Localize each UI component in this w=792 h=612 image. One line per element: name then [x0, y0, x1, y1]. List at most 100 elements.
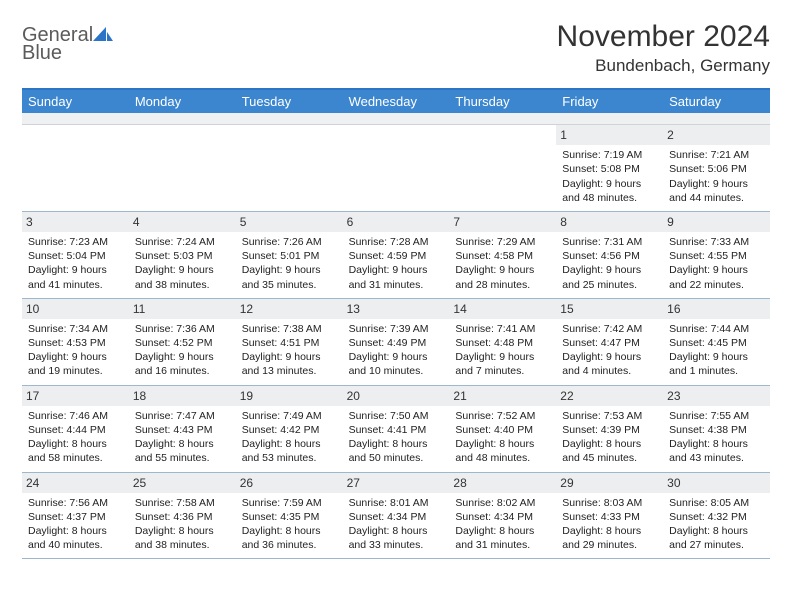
daylight-line-1: Daylight: 9 hours: [242, 350, 337, 364]
sunset-line: Sunset: 5:01 PM: [242, 249, 337, 263]
date-number: 17: [22, 386, 129, 406]
daylight-line-2: and 45 minutes.: [562, 451, 657, 465]
date-number: 16: [663, 299, 770, 319]
sunrise-line: Sunrise: 7:49 AM: [242, 409, 337, 423]
sunset-line: Sunset: 4:35 PM: [242, 510, 337, 524]
sunset-line: Sunset: 4:55 PM: [669, 249, 764, 263]
daylight-line-2: and 48 minutes.: [455, 451, 550, 465]
daylight-line-2: and 31 minutes.: [349, 278, 444, 292]
daylight-line-1: Daylight: 9 hours: [28, 263, 123, 277]
day-body: Sunrise: 7:39 AMSunset: 4:49 PMDaylight:…: [349, 322, 444, 379]
day-cell: 5Sunrise: 7:26 AMSunset: 5:01 PMDaylight…: [236, 212, 343, 298]
day-cell: 12 Sunrise: 7:38 AMSunset: 4:51 PMDayligh…: [236, 299, 343, 385]
day-body: Sunrise: 7:34 AMSunset: 4:53 PMDaylight:…: [28, 322, 123, 379]
sunset-line: Sunset: 5:08 PM: [562, 162, 657, 176]
daylight-line-2: and 1 minutes.: [669, 364, 764, 378]
daylight-line-2: and 35 minutes.: [242, 278, 337, 292]
day-cell: [236, 125, 343, 211]
day-body: Sunrise: 8:05 AMSunset: 4:32 PMDaylight:…: [669, 496, 764, 553]
sunrise-line: Sunrise: 7:29 AM: [455, 235, 550, 249]
date-number: 3: [22, 212, 129, 232]
day-body: Sunrise: 7:31 AMSunset: 4:56 PMDaylight:…: [562, 235, 657, 292]
daylight-line-2: and 55 minutes.: [135, 451, 230, 465]
sunrise-line: Sunrise: 7:52 AM: [455, 409, 550, 423]
calendar-page: General Blue November 2024 Bundenbach, G…: [0, 0, 792, 579]
sunset-line: Sunset: 4:41 PM: [349, 423, 444, 437]
daylight-line-1: Daylight: 9 hours: [562, 350, 657, 364]
day-cell: 10 Sunrise: 7:34 AMSunset: 4:53 PMDayligh…: [22, 299, 129, 385]
sunset-line: Sunset: 4:47 PM: [562, 336, 657, 350]
date-number: 10: [22, 299, 129, 319]
day-body: Sunrise: 7:42 AMSunset: 4:47 PMDaylight:…: [562, 322, 657, 379]
logo-sail-icon: [93, 26, 113, 40]
date-number: 22: [556, 386, 663, 406]
sunrise-line: Sunrise: 7:58 AM: [135, 496, 230, 510]
day-cell: 18Sunrise: 7:47 AMSunset: 4:43 PMDayligh…: [129, 386, 236, 472]
sunrise-line: Sunrise: 7:34 AM: [28, 322, 123, 336]
day-cell: 27 Sunrise: 8:01 AMSunset: 4:34 PMDayligh…: [343, 473, 450, 559]
daylight-line-1: Daylight: 9 hours: [349, 263, 444, 277]
daylight-line-1: Daylight: 9 hours: [28, 350, 123, 364]
sunset-line: Sunset: 5:03 PM: [135, 249, 230, 263]
sunrise-line: Sunrise: 8:01 AM: [349, 496, 444, 510]
day-body: Sunrise: 7:24 AMSunset: 5:03 PMDaylight:…: [135, 235, 230, 292]
daylight-line-2: and 33 minutes.: [349, 538, 444, 552]
date-number: 19: [236, 386, 343, 406]
calendar: SundayMondayTuesdayWednesdayThursdayFrid…: [22, 88, 770, 559]
date-number: 20: [343, 386, 450, 406]
daylight-line-1: Daylight: 8 hours: [135, 524, 230, 538]
daylight-line-1: Daylight: 9 hours: [562, 263, 657, 277]
date-number: 6: [343, 212, 450, 232]
logo-text: General Blue: [22, 26, 113, 62]
sunset-line: Sunset: 4:42 PM: [242, 423, 337, 437]
sunrise-line: Sunrise: 7:31 AM: [562, 235, 657, 249]
day-body: Sunrise: 7:53 AMSunset: 4:39 PMDaylight:…: [562, 409, 657, 466]
day-body: Sunrise: 7:33 AMSunset: 4:55 PMDaylight:…: [669, 235, 764, 292]
daylight-line-1: Daylight: 8 hours: [562, 524, 657, 538]
sunrise-line: Sunrise: 7:19 AM: [562, 148, 657, 162]
sunset-line: Sunset: 4:51 PM: [242, 336, 337, 350]
day-body: Sunrise: 7:21 AMSunset: 5:06 PMDaylight:…: [669, 148, 764, 205]
day-cell: 4Sunrise: 7:24 AMSunset: 5:03 PMDaylight…: [129, 212, 236, 298]
day-cell: 16Sunrise: 7:44 AMSunset: 4:45 PMDayligh…: [663, 299, 770, 385]
daylight-line-1: Daylight: 8 hours: [242, 524, 337, 538]
sunset-line: Sunset: 4:56 PM: [562, 249, 657, 263]
daylight-line-1: Daylight: 8 hours: [562, 437, 657, 451]
week-row: 24Sunrise: 7:56 AMSunset: 4:37 PMDayligh…: [22, 473, 770, 560]
daylight-line-2: and 29 minutes.: [562, 538, 657, 552]
day-body: Sunrise: 8:01 AMSunset: 4:34 PMDaylight:…: [349, 496, 444, 553]
sunrise-line: Sunrise: 7:59 AM: [242, 496, 337, 510]
daylight-line-1: Daylight: 8 hours: [349, 437, 444, 451]
sunset-line: Sunset: 4:40 PM: [455, 423, 550, 437]
day-body: Sunrise: 7:19 AMSunset: 5:08 PMDaylight:…: [562, 148, 657, 205]
day-cell: 17Sunrise: 7:46 AMSunset: 4:44 PMDayligh…: [22, 386, 129, 472]
date-number: 26: [236, 473, 343, 493]
daylight-line-2: and 48 minutes.: [562, 191, 657, 205]
date-number: 27: [343, 473, 450, 493]
header: General Blue November 2024 Bundenbach, G…: [22, 20, 770, 76]
sunset-line: Sunset: 4:38 PM: [669, 423, 764, 437]
date-number: 9: [663, 212, 770, 232]
daylight-line-2: and 50 minutes.: [349, 451, 444, 465]
logo-word2: Blue: [22, 44, 113, 62]
weekday-label: Friday: [556, 90, 663, 113]
daylight-line-2: and 43 minutes.: [669, 451, 764, 465]
daylight-line-2: and 36 minutes.: [242, 538, 337, 552]
date-number: 29: [556, 473, 663, 493]
day-body: Sunrise: 7:55 AMSunset: 4:38 PMDaylight:…: [669, 409, 764, 466]
page-title: November 2024: [557, 20, 770, 54]
sunset-line: Sunset: 4:39 PM: [562, 423, 657, 437]
sunrise-line: Sunrise: 7:46 AM: [28, 409, 123, 423]
week-row: 10 Sunrise: 7:34 AMSunset: 4:53 PMDayligh…: [22, 299, 770, 386]
day-cell: 29 Sunrise: 8:03 AMSunset: 4:33 PMDayligh…: [556, 473, 663, 559]
daylight-line-2: and 4 minutes.: [562, 364, 657, 378]
date-number: 15: [556, 299, 663, 319]
sunset-line: Sunset: 4:34 PM: [349, 510, 444, 524]
sunrise-line: Sunrise: 7:23 AM: [28, 235, 123, 249]
date-number: 12: [236, 299, 343, 319]
day-body: Sunrise: 7:59 AMSunset: 4:35 PMDaylight:…: [242, 496, 337, 553]
daylight-line-1: Daylight: 8 hours: [669, 524, 764, 538]
day-body: Sunrise: 7:38 AMSunset: 4:51 PMDaylight:…: [242, 322, 337, 379]
day-body: Sunrise: 8:03 AMSunset: 4:33 PMDaylight:…: [562, 496, 657, 553]
sunset-line: Sunset: 4:36 PM: [135, 510, 230, 524]
